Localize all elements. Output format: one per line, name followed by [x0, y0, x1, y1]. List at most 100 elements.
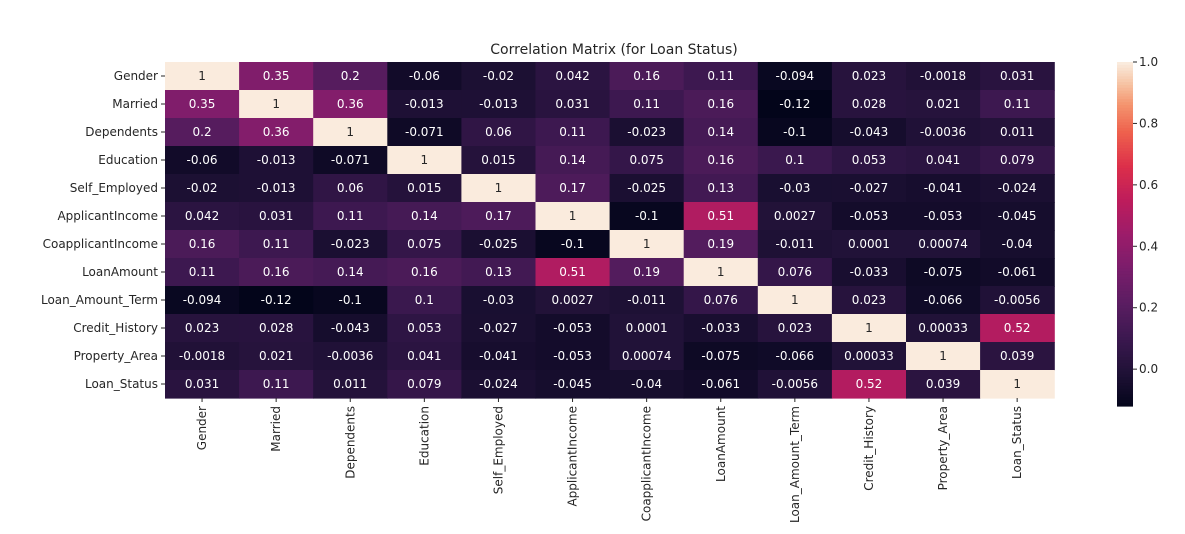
cell-value: 0.14 [559, 153, 586, 167]
cell-value: 1 [421, 153, 429, 167]
colorbar-segment [1117, 219, 1133, 224]
heatmap-cell [683, 230, 759, 259]
heatmap-cell [906, 174, 981, 203]
heatmap-cell [535, 62, 611, 91]
heatmap-cell [535, 174, 611, 203]
cell-value: -0.12 [779, 97, 810, 111]
cell-value: 0.11 [189, 265, 216, 279]
cell-value: 0.16 [633, 69, 660, 83]
colorbar-segment [1117, 116, 1133, 120]
colorbar-segment [1117, 142, 1133, 146]
colorbar-tick-label: 0.2 [1139, 301, 1158, 315]
heatmap-cell [387, 230, 462, 259]
colorbar-segment [1117, 282, 1133, 287]
cell-value: -0.025 [627, 181, 666, 195]
colorbar-segment [1117, 84, 1133, 89]
heatmap-cell [980, 230, 1055, 259]
colorbar-segment [1117, 291, 1133, 295]
cell-value: 0.11 [1004, 97, 1031, 111]
colorbar-segment [1117, 391, 1133, 396]
heatmap-cell [461, 230, 537, 259]
colorbar-segment [1117, 337, 1133, 341]
heatmap-cell [609, 370, 685, 399]
colorbar-segment [1117, 90, 1133, 95]
colorbar-segment [1117, 248, 1133, 252]
heatmap-cell [461, 146, 537, 175]
colorbar-segment [1117, 297, 1133, 301]
heatmap-cell [535, 370, 611, 399]
heatmap-cell [165, 342, 240, 371]
cell-value: 0.06 [337, 181, 364, 195]
cell-value: 0.076 [704, 293, 738, 307]
cell-value: 0.042 [185, 209, 219, 223]
colorbar-segment [1117, 354, 1133, 358]
cell-value: 0.039 [926, 377, 960, 391]
cell-value: 0.52 [856, 377, 883, 391]
colorbar-segment [1117, 93, 1133, 97]
cell-value: 0.031 [1000, 69, 1034, 83]
heatmap-cell [757, 118, 833, 147]
cell-value: 0.079 [1000, 153, 1034, 167]
colorbar-segment [1117, 371, 1133, 376]
cell-value: 0.52 [1004, 321, 1031, 335]
heatmap-cell [387, 202, 462, 231]
heatmap-cell [683, 286, 759, 315]
cell-value: -0.024 [998, 181, 1037, 195]
cell-value: -0.011 [627, 293, 666, 307]
heatmap-cell [165, 202, 240, 231]
cell-value: 0.0001 [626, 321, 668, 335]
colorbar-tick-label: 0.4 [1139, 239, 1158, 253]
cell-value: -0.043 [331, 321, 370, 335]
heatmap-cell [461, 174, 537, 203]
colorbar-segment [1117, 311, 1133, 315]
colorbar-segment [1117, 385, 1133, 390]
cell-value: 0.51 [707, 209, 734, 223]
colorbar-segment [1117, 342, 1133, 347]
colorbar-segment [1117, 388, 1133, 393]
heatmap-cell [683, 258, 759, 287]
colorbar-segment [1117, 302, 1133, 307]
colorbar-segment [1117, 305, 1133, 310]
colorbar-segment [1117, 239, 1133, 244]
colorbar-segment [1117, 139, 1133, 143]
colorbar-segment [1117, 377, 1133, 381]
cell-value: 0.16 [411, 265, 438, 279]
heatmap-cell [757, 146, 833, 175]
heatmap-cell [535, 146, 611, 175]
cell-value: 1 [865, 321, 873, 335]
cell-value: 0.16 [189, 237, 216, 251]
heatmap-cell [239, 90, 314, 119]
cell-value: -0.013 [405, 97, 444, 111]
x-tick-label: Dependents [343, 406, 357, 479]
colorbar-segment [1117, 368, 1133, 373]
colorbar-segment [1117, 345, 1133, 350]
colorbar-segment [1117, 202, 1133, 206]
heatmap-cell [683, 342, 759, 371]
heatmap-cell [609, 230, 685, 259]
cell-value: -0.013 [479, 97, 518, 111]
colorbar-segment [1117, 67, 1133, 72]
cell-value: -0.043 [850, 125, 889, 139]
heatmap-cell [831, 314, 907, 343]
colorbar-segment [1117, 394, 1133, 398]
heatmap-cell [165, 118, 240, 147]
heatmap-cell [461, 370, 537, 399]
heatmap-cell [165, 62, 240, 91]
cell-value: -0.061 [998, 265, 1037, 279]
heatmap-cell [906, 370, 981, 399]
cell-value: 1 [272, 97, 280, 111]
cell-value: -0.045 [553, 377, 592, 391]
heatmap-cell [313, 230, 388, 259]
heatmap-cell [757, 342, 833, 371]
colorbar-segment [1117, 122, 1133, 126]
heatmap-cell [461, 258, 537, 287]
heatmap-cell [906, 202, 981, 231]
heatmap-cell [831, 342, 907, 371]
heatmap-cell [757, 230, 833, 259]
heatmap-cell [980, 370, 1055, 399]
colorbar-segment [1117, 279, 1133, 284]
heatmap-cell [831, 202, 907, 231]
heatmap-cell [313, 118, 388, 147]
cell-value: -0.075 [924, 265, 963, 279]
